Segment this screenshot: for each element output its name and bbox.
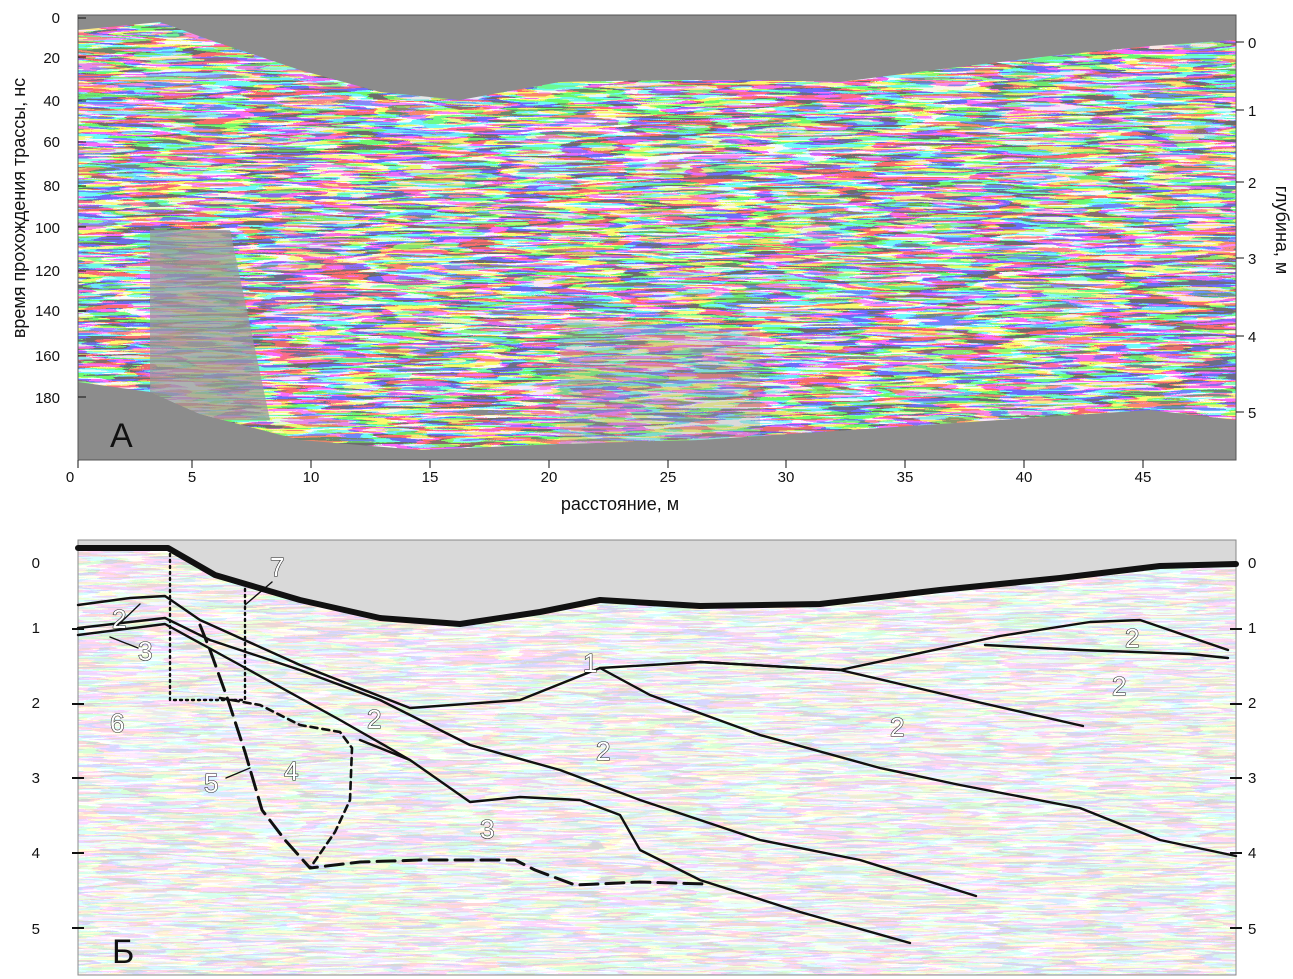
unit-label-2: 2: [1125, 623, 1139, 653]
distance-tick-label: 30: [778, 469, 795, 486]
unit-label-4: 4: [284, 756, 298, 786]
depth-tick-label: 1: [1248, 103, 1256, 120]
time-tick-label: 140: [35, 303, 60, 320]
panel-b: 1 2 2 2 2 2 2 3 3 4 5 6 7 0 1 2 3 4 5: [32, 539, 1256, 976]
panel-b-radargram: [78, 548, 1236, 975]
boundary-line: [983, 643, 1230, 660]
boundary-line: [76, 594, 1230, 710]
depth-tick-label: 4: [32, 845, 40, 862]
depth-tick-label: 5: [32, 921, 40, 938]
depth-tick-label: 3: [1248, 770, 1256, 787]
unit-label-2: 2: [890, 712, 904, 742]
depth-tick-label: 4: [1248, 329, 1256, 346]
time-tick-label: 180: [35, 390, 60, 407]
time-tick-label: 80: [43, 178, 60, 195]
unit-label-2: 2: [596, 736, 610, 766]
time-tick-label: 20: [43, 50, 60, 67]
dashed-zone-line: [218, 696, 354, 870]
depth-tick-label: 0: [32, 555, 40, 572]
unit-label-6: 6: [110, 708, 124, 738]
depth-tick-label: 1: [32, 620, 40, 637]
unit-label-3: 3: [480, 814, 494, 844]
depth-axis-right-a: 0 1 2 3 4 5: [1236, 35, 1256, 422]
time-tick-label: 120: [35, 263, 60, 280]
distance-tick-label: 0: [66, 469, 74, 486]
depth-axis-title: глубина, м: [1272, 186, 1292, 275]
depth-tick-label: 0: [1248, 555, 1256, 572]
boundary-line: [76, 622, 912, 945]
depth-tick-label: 5: [1248, 405, 1256, 422]
unit-label-3: 3: [138, 636, 152, 666]
depth-tick-label: 2: [1248, 175, 1256, 192]
leader-line: [109, 636, 139, 649]
time-tick-label: 100: [35, 220, 60, 237]
boundary-line: [698, 660, 1085, 728]
distance-tick-label: 5: [188, 469, 196, 486]
depth-tick-label: 3: [1248, 251, 1256, 268]
distance-tick-label: 10: [303, 469, 320, 486]
distance-tick-label: 25: [660, 469, 677, 486]
unit-label-2: 2: [367, 704, 381, 734]
panel-a: 0 20 40 60 80 100 120 140 160 180 время …: [9, 10, 1292, 514]
depth-axis-left-b: 0 1 2 3 4 5: [32, 555, 84, 938]
distance-tick-label: 45: [1135, 469, 1152, 486]
unit-label-1: 1: [583, 648, 597, 678]
ground-surface-line: [75, 545, 1239, 627]
boundary-line: [598, 666, 1238, 858]
time-tick-label: 160: [35, 348, 60, 365]
panel-a-letter: А: [110, 417, 133, 455]
depth-axis-right-b: 0 1 2 3 4 5: [1230, 555, 1256, 938]
leader-line: [244, 581, 273, 606]
time-tick-label: 60: [43, 134, 60, 151]
panel-b-letter: Б: [112, 933, 134, 971]
leader-line: [225, 767, 251, 779]
distance-axis-title: расстояние, м: [561, 494, 679, 514]
depth-tick-label: 0: [1248, 35, 1256, 52]
distance-tick-label: 20: [541, 469, 558, 486]
panel-a-radargram: [78, 22, 1236, 450]
distance-tick-label: 40: [1016, 469, 1033, 486]
boundary-line: [76, 616, 978, 898]
distance-tick-label: 35: [897, 469, 914, 486]
time-axis-title: время прохождения трассы, нс: [9, 78, 29, 338]
unit-label-5: 5: [204, 768, 218, 798]
depth-tick-label: 4: [1248, 845, 1256, 862]
depth-tick-label: 5: [1248, 921, 1256, 938]
unit-label-7: 7: [270, 552, 284, 582]
depth-tick-label: 1: [1248, 620, 1256, 637]
unit-label-2: 2: [112, 604, 126, 634]
dashed-boundary-line: [198, 623, 707, 887]
depth-tick-label: 2: [32, 695, 40, 712]
boundary-line: [358, 738, 412, 762]
depth-tick-label: 2: [1248, 695, 1256, 712]
time-tick-label: 40: [43, 93, 60, 110]
depth-tick-label: 3: [32, 770, 40, 787]
unit-label-2: 2: [1112, 671, 1126, 701]
leader-line: [117, 603, 141, 626]
distance-axis: 0 5 10 15 20 25 30 35 40 45: [66, 460, 1152, 486]
time-axis: 0 20 40 60 80 100 120 140 160 180: [35, 10, 86, 407]
time-tick-label: 0: [52, 10, 60, 27]
distance-tick-label: 15: [422, 469, 439, 486]
